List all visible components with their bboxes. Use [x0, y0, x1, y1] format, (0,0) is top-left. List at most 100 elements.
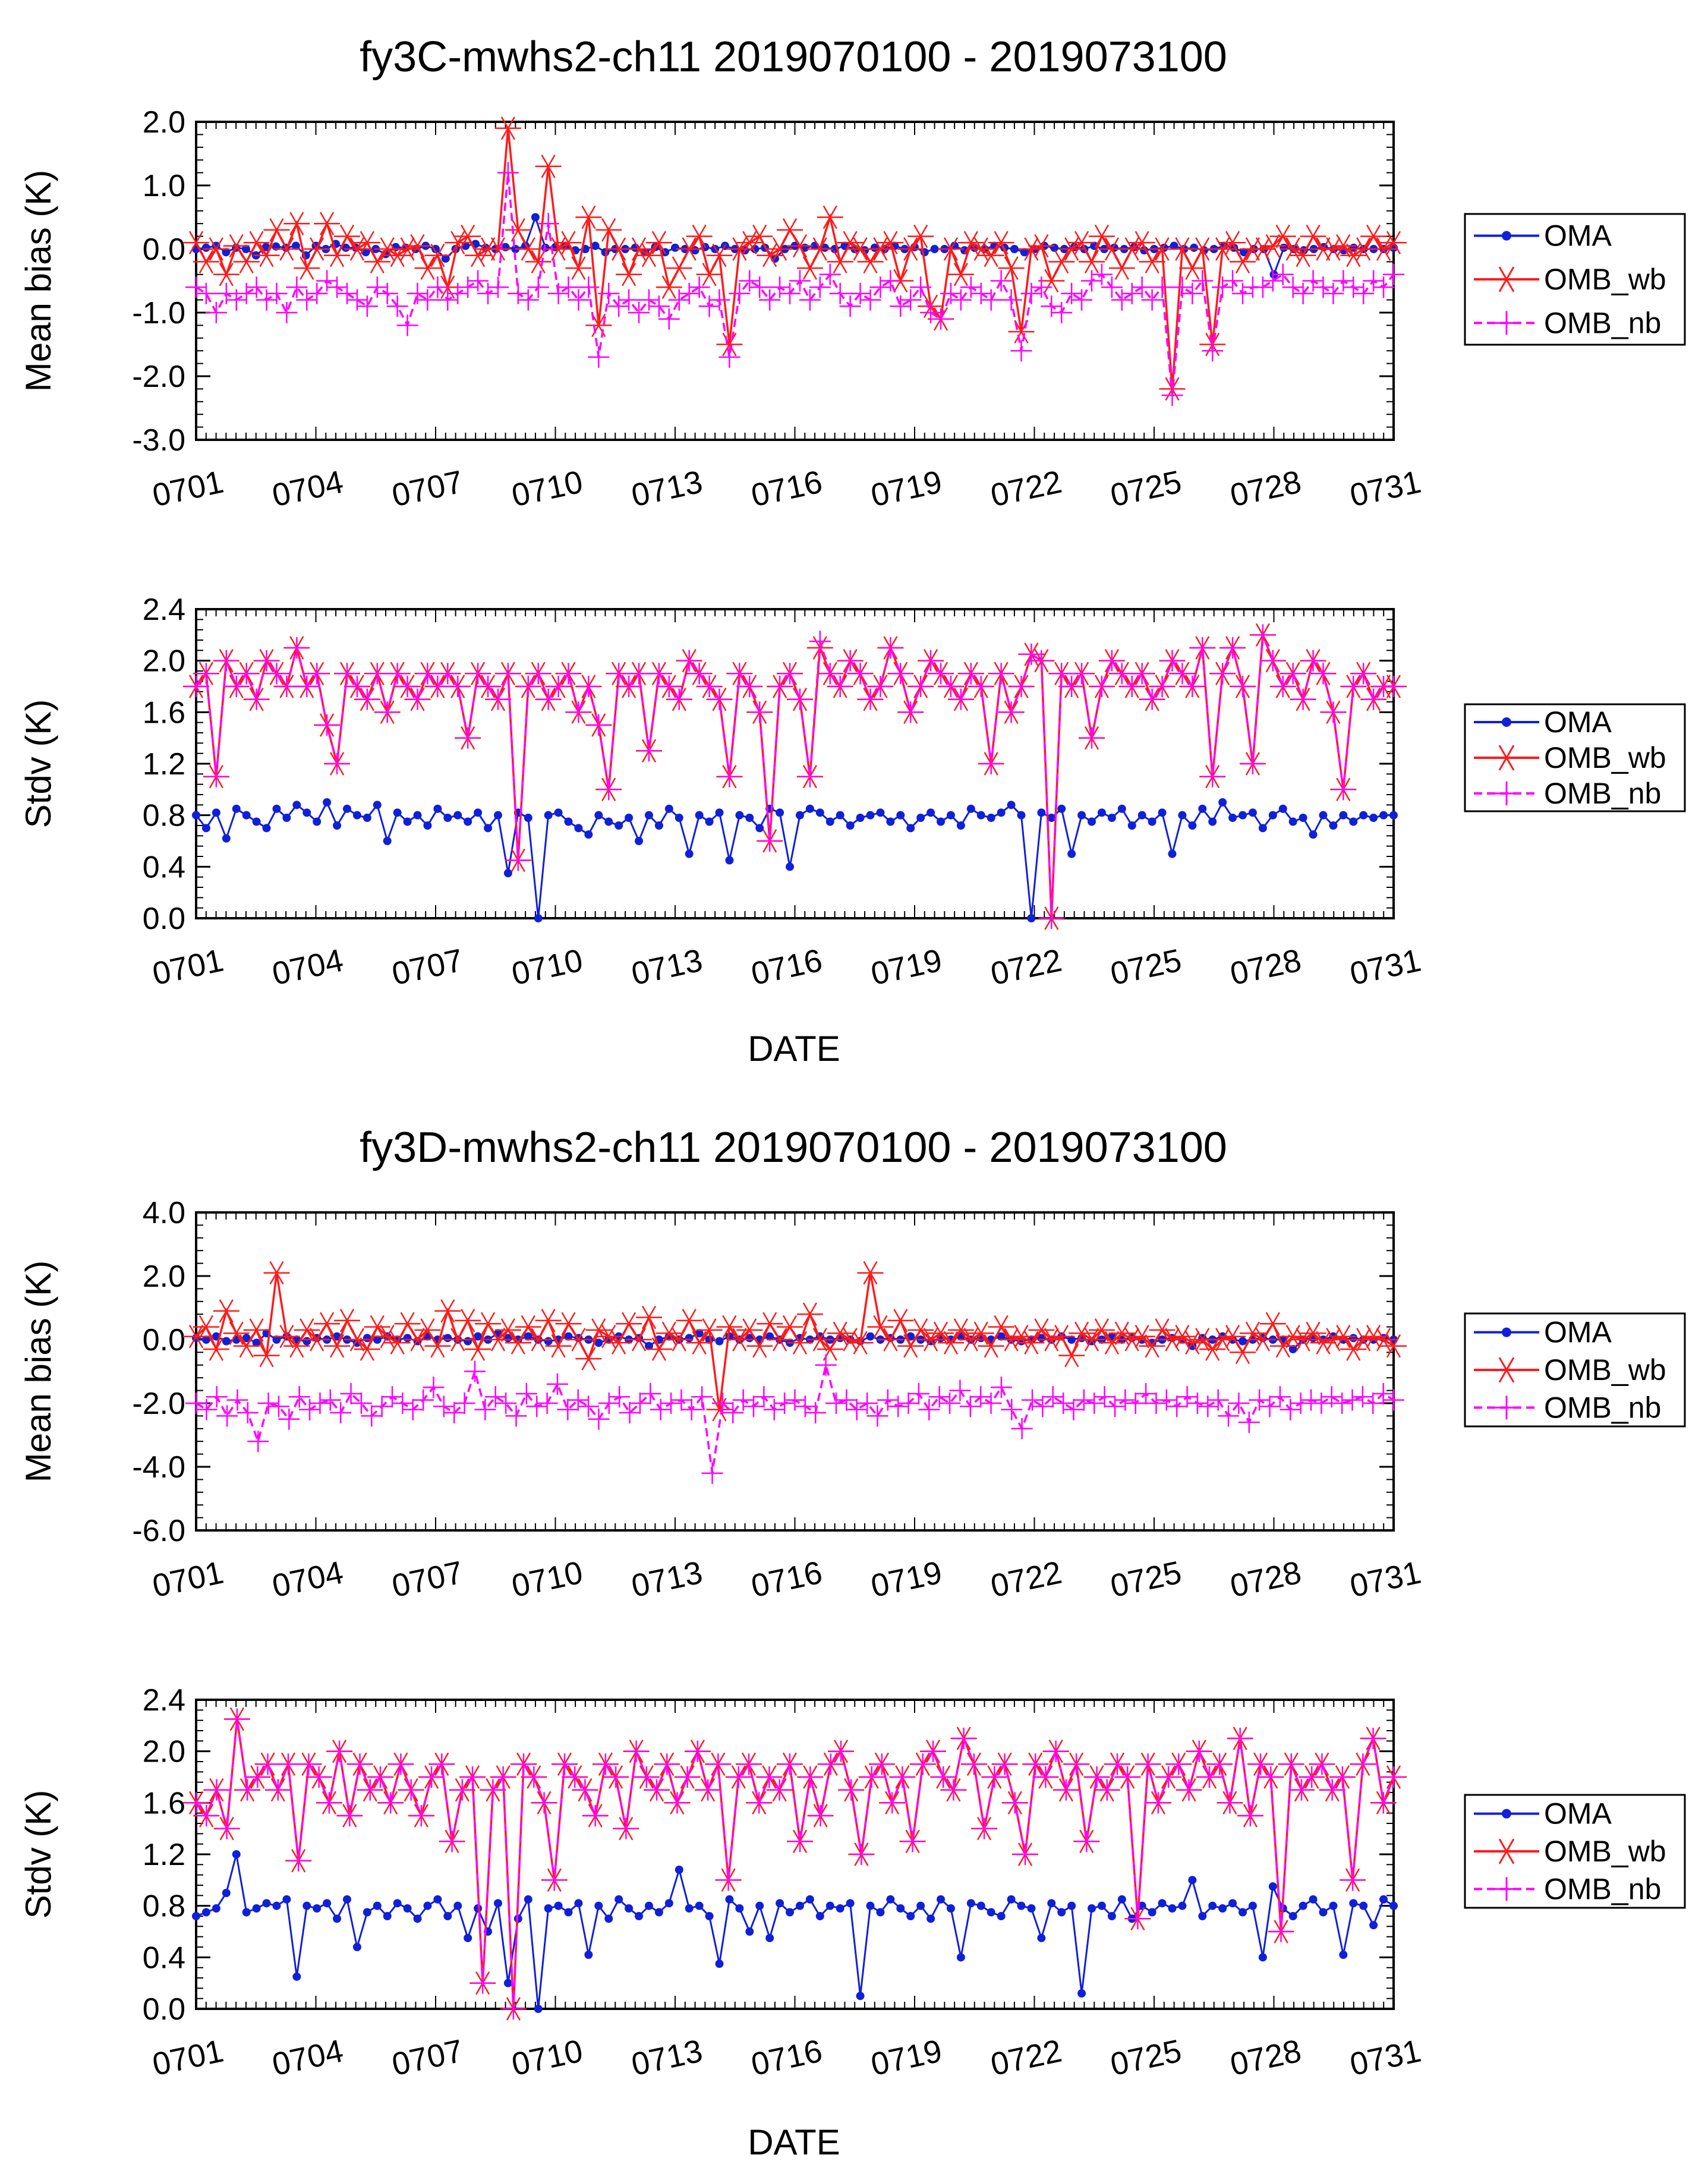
- fy3c-stdv-oma-point: [825, 817, 834, 826]
- fy3d-stdv-omb-nb-point: [421, 1766, 443, 1788]
- fy3c-bias-oma-point: [591, 241, 600, 250]
- fy3d-stdv-omb-nb-point: [564, 1766, 586, 1788]
- fy3d-bias-legend-marker-omb-wb: [1492, 1357, 1521, 1383]
- fy3c-bias-omb-wb-point: [1360, 224, 1387, 248]
- fy3d-stdv-oma-point: [937, 1895, 946, 1904]
- fy3d-stdv-omb-nb-point: [237, 1779, 259, 1801]
- fy3d-stdv-omb-nb-point: [1158, 1766, 1180, 1788]
- fy3c-date-label: DATE: [748, 1029, 840, 1069]
- fy3c-stdv-omb-nb-point: [235, 663, 257, 685]
- fy3d-stdv-oma-point: [1198, 1912, 1207, 1920]
- fy3c-bias-omb-nb-point: [376, 282, 398, 304]
- fy3c-bias-ytick-label: 2.0: [143, 105, 185, 140]
- fy3c-bias-omb-nb-point: [759, 289, 781, 311]
- fy3c-bias-omb-nb-point: [1363, 270, 1385, 292]
- fy3d-bias-omb-nb-point: [866, 1405, 888, 1427]
- fy3c-bias-omb-nb-point: [447, 282, 469, 304]
- fy3d-bias-omb-nb-point: [423, 1376, 445, 1398]
- fy3c-stdv-oma-point: [856, 814, 865, 822]
- fy3d-stdv-ytick-label: 1.2: [143, 1838, 185, 1872]
- fy3d-stdv-oma-point: [946, 1904, 955, 1913]
- fy3d-stdv-oma-point: [524, 1895, 532, 1904]
- fy3c-stdv-omb-nb-point: [1031, 650, 1052, 672]
- fy3c-stdv-oma-point: [1148, 817, 1156, 826]
- fy3d-bias-oma-point: [644, 1341, 653, 1350]
- fy3d-stdv-oma-point: [1208, 1901, 1217, 1910]
- fy3c-stdv-oma-point: [1359, 811, 1368, 820]
- fy3d-stdv-omb-nb-point: [1178, 1779, 1200, 1801]
- fy3d-bias-omb-wb-point: [857, 1261, 884, 1285]
- fy3c-stdv-oma-point: [916, 814, 925, 822]
- fy3c-stdv-oma-point: [886, 817, 895, 826]
- fy3c-stdv-oma-point: [604, 817, 613, 826]
- fy3c-bias-omb-wb-point: [1028, 234, 1055, 258]
- fy3c-bias-omb-wb-point: [686, 224, 713, 248]
- fy3c-stdv-oma-point: [614, 821, 623, 830]
- fy3d-bias-omb-nb-point: [546, 1373, 568, 1395]
- fy3d-stdv-omb-nb-point: [1260, 1766, 1282, 1788]
- fy3d-stdv-omb-nb-line: [195, 1719, 1395, 2009]
- fy3c-stdv-omb-nb-point: [1111, 663, 1133, 685]
- fy3c-stdv-omb-nb-point: [1071, 663, 1093, 685]
- fy3c-stdv-oma-point: [745, 814, 754, 822]
- fy3d-stdv-omb-nb-point: [840, 1779, 862, 1801]
- fy3c-bias-oma-point: [1050, 243, 1059, 252]
- fy3c-stdv-omb-nb-point: [648, 663, 670, 685]
- fy3d-bias-omb-wb-point: [1129, 1324, 1155, 1349]
- fy3c-bias-omb-wb-point: [304, 237, 330, 261]
- fy3d-stdv-omb-nb-point: [1250, 1753, 1272, 1775]
- fy3c-bias-omb-wb-point: [263, 218, 290, 242]
- fy3c-bias-omb-wb-point: [998, 256, 1025, 280]
- fy3d-bias-omb-nb-point: [1166, 1395, 1188, 1417]
- fy3d-stdv-omb-nb-point: [902, 1831, 924, 1853]
- fy3c-stdv-oma-point: [625, 814, 634, 822]
- fy3c-stdv-oma-point: [675, 814, 683, 822]
- fy3c-stdv-omb-nb-point: [1171, 663, 1193, 685]
- fy3d-bias-omb-wb-point: [626, 1328, 652, 1352]
- fy3c-bias-omb-wb-point: [314, 212, 341, 235]
- fy3d-stdv-omb-nb-point: [973, 1817, 995, 1839]
- fy3d-stdv-omb-nb-point: [1096, 1779, 1118, 1801]
- fy3d-bias-omb-wb-point: [374, 1324, 401, 1349]
- fy3c-stdv-legend-marker-omb-nb: [1495, 782, 1518, 805]
- fy3c-stdv-omb-nb-point: [608, 663, 630, 685]
- fy3c-stdv-omb-nb-point: [739, 676, 761, 697]
- fy3c-stdv-omb-nb-point: [215, 650, 237, 672]
- fy3c-bias-omb-wb-point: [324, 243, 351, 267]
- fy3d-stdv-oma-point: [1088, 1904, 1096, 1913]
- fy3d-stdv-oma-point: [675, 1866, 683, 1874]
- fy3c-bias-ytick-label: -1.0: [132, 296, 185, 330]
- fy3c-bias-omb-wb-point: [1038, 269, 1065, 293]
- fy3d-bias-omb-nb-point: [1207, 1389, 1229, 1411]
- fy3c-bias-omb-wb-point: [193, 250, 219, 274]
- fy3c-bias-omb-wb-point: [424, 243, 451, 267]
- fy3d-bias-omb-nb-point: [495, 1393, 517, 1414]
- fy3c-stdv-omb-nb-point: [668, 688, 690, 710]
- fy3d-bias-oma-point: [373, 1335, 382, 1344]
- fy3c-bias-omb-wb-point: [696, 263, 723, 286]
- fy3d-stdv-oma-point: [433, 1895, 442, 1904]
- fy3c-bias-omb-nb-point: [819, 263, 841, 285]
- fy3d-stdv-oma-point: [1359, 1901, 1368, 1910]
- fy3d-bias-omb-nb-point: [1310, 1393, 1332, 1414]
- fy3c-stdv-oma-point: [805, 804, 814, 813]
- fy3c-bias-ytick-label: -3.0: [132, 423, 185, 458]
- fy3d-bias-omb-nb-point: [907, 1382, 929, 1404]
- fy3d-stdv-oma-point: [1299, 1901, 1307, 1910]
- fy3c-bias-omb-wb-point: [183, 231, 209, 255]
- fy3d-stdv-oma-point: [323, 1899, 332, 1908]
- fy3c-bias-oma-point: [950, 241, 959, 250]
- fy3c-bias-omb-nb-point: [578, 276, 600, 298]
- fy3c-bias-omb-wb-point: [1219, 231, 1246, 255]
- fy3c-bias-omb-wb-point: [334, 224, 360, 248]
- fy3d-stdv-omb-nb-point: [656, 1753, 678, 1775]
- fy3d-stdv-omb-nb-point: [697, 1779, 719, 1801]
- fy3d-stdv-oma-point: [503, 1979, 512, 1987]
- fy3d-bias-omb-nb-point: [1290, 1393, 1312, 1414]
- fy3c-bias-omb-nb-point: [719, 346, 740, 368]
- fy3c-bias-omb-nb-point: [869, 276, 891, 298]
- fy3c-stdv-oma-point: [1198, 804, 1207, 813]
- fy3d-stdv-oma-point: [976, 1901, 985, 1910]
- fy3c-stdv-omb-nb-point: [598, 779, 620, 801]
- fy3c-stdv-oma-point: [1239, 811, 1247, 820]
